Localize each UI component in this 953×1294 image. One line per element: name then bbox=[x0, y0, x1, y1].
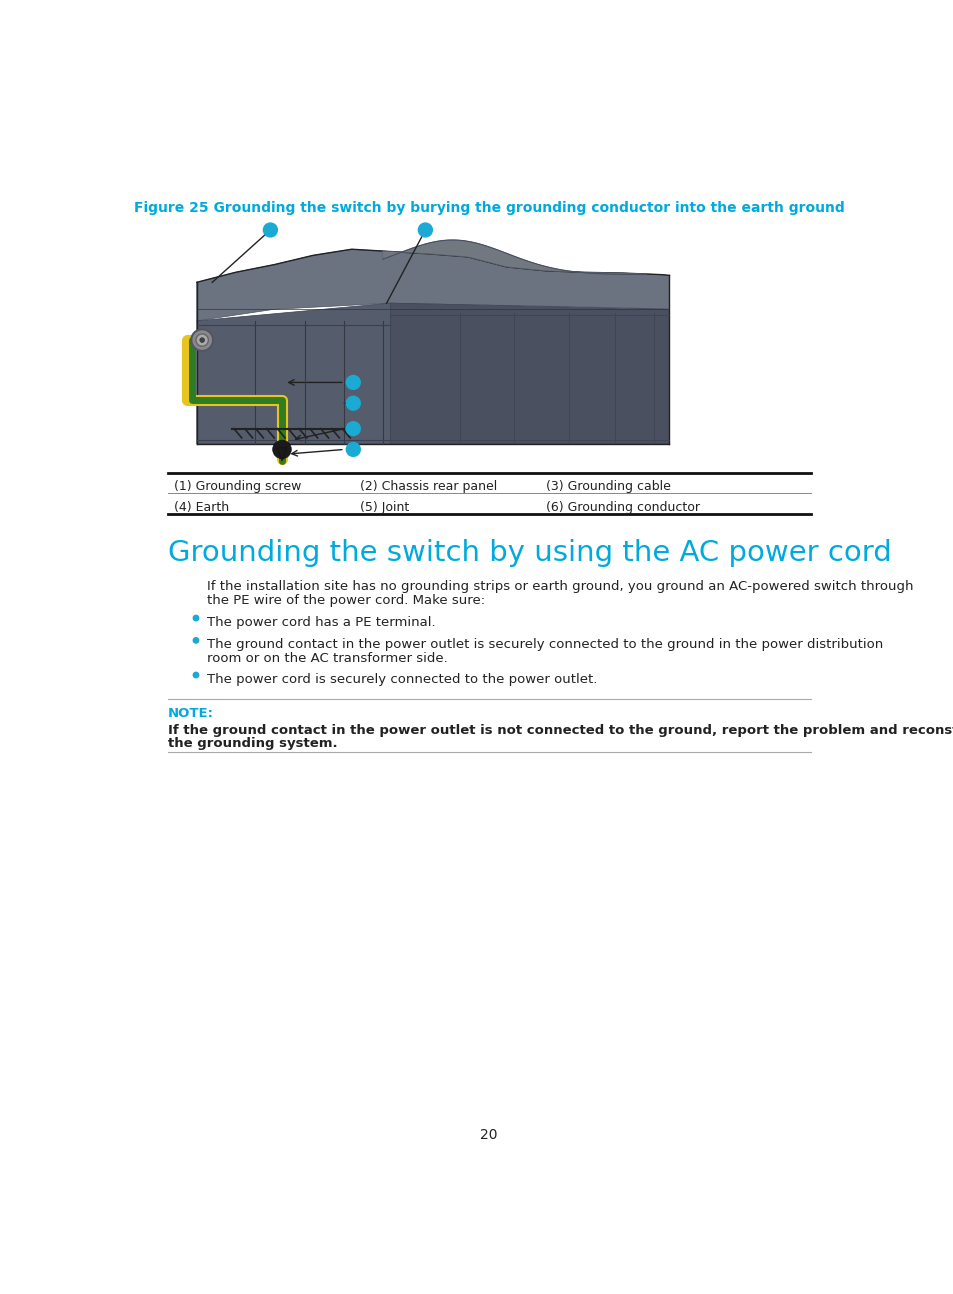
Text: Grounding the switch by using the AC power cord: Grounding the switch by using the AC pow… bbox=[168, 538, 891, 567]
Polygon shape bbox=[382, 239, 645, 274]
Polygon shape bbox=[196, 303, 390, 444]
Circle shape bbox=[199, 338, 204, 343]
Circle shape bbox=[346, 375, 360, 389]
Text: (2) Chassis rear panel: (2) Chassis rear panel bbox=[360, 480, 497, 493]
Text: The power cord has a PE terminal.: The power cord has a PE terminal. bbox=[207, 616, 435, 629]
Text: 20: 20 bbox=[479, 1127, 497, 1141]
Polygon shape bbox=[196, 250, 669, 321]
Circle shape bbox=[195, 334, 208, 347]
Text: (6) Grounding conductor: (6) Grounding conductor bbox=[546, 501, 700, 514]
Text: the PE wire of the power cord. Make sure:: the PE wire of the power cord. Make sure… bbox=[207, 594, 484, 607]
Circle shape bbox=[263, 223, 277, 237]
Circle shape bbox=[346, 443, 360, 457]
Circle shape bbox=[346, 396, 360, 410]
Circle shape bbox=[346, 422, 360, 436]
Circle shape bbox=[273, 440, 291, 458]
Circle shape bbox=[193, 638, 198, 643]
Polygon shape bbox=[390, 303, 669, 444]
Polygon shape bbox=[277, 448, 286, 461]
Text: Figure 25 Grounding the switch by burying the grounding conductor into the earth: Figure 25 Grounding the switch by buryin… bbox=[133, 201, 843, 215]
Text: (5) Joint: (5) Joint bbox=[360, 501, 409, 514]
Text: The ground contact in the power outlet is securely connected to the ground in th: The ground contact in the power outlet i… bbox=[207, 638, 882, 651]
Text: (1) Grounding screw: (1) Grounding screw bbox=[174, 480, 301, 493]
Text: If the installation site has no grounding strips or earth ground, you ground an : If the installation site has no groundin… bbox=[207, 580, 912, 594]
Text: (4) Earth: (4) Earth bbox=[174, 501, 229, 514]
Text: NOTE:: NOTE: bbox=[168, 707, 213, 719]
Text: The power cord is securely connected to the power outlet.: The power cord is securely connected to … bbox=[207, 673, 597, 686]
Text: If the ground contact in the power outlet is not connected to the ground, report: If the ground contact in the power outle… bbox=[168, 723, 953, 736]
Text: room or on the AC transformer side.: room or on the AC transformer side. bbox=[207, 652, 447, 665]
Circle shape bbox=[418, 223, 432, 237]
Circle shape bbox=[193, 673, 198, 678]
Circle shape bbox=[192, 329, 213, 351]
Text: the grounding system.: the grounding system. bbox=[168, 738, 337, 751]
Text: (3) Grounding cable: (3) Grounding cable bbox=[546, 480, 671, 493]
Circle shape bbox=[193, 616, 198, 621]
